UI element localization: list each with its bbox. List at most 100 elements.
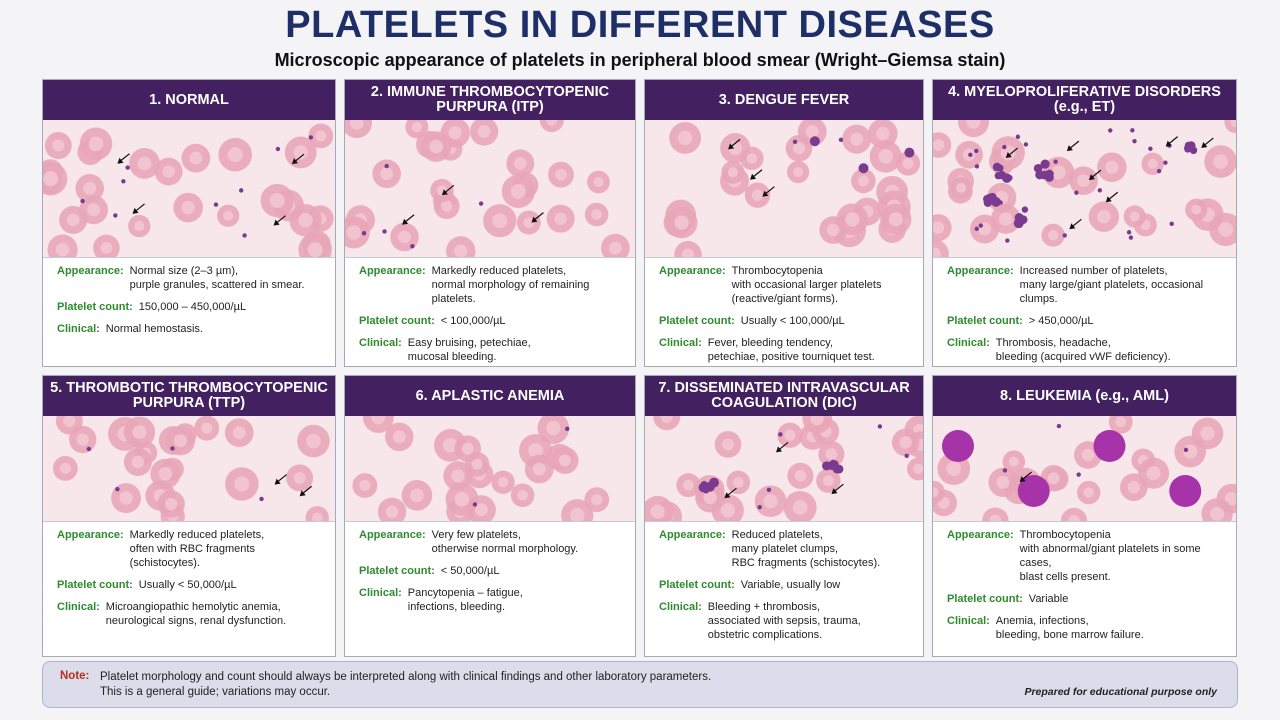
appearance-row: Appearance: Increased number of platelets…	[947, 264, 1228, 306]
rbc-pallor	[1200, 426, 1215, 441]
appearance-row-text: blast cells present.	[1019, 571, 1111, 583]
rbc-pallor	[1096, 209, 1111, 224]
platelet-clump	[983, 194, 992, 204]
appearance-row-text: Markedly reduced platelets,	[129, 529, 265, 541]
platelet-clump	[1045, 169, 1054, 179]
card-info: Appearance: Normal size (2–3 µm), purple g…	[43, 258, 335, 344]
rbc-pallor	[793, 167, 804, 178]
clinical-row: Clinical: Microangiopathic hemolytic anem…	[57, 600, 327, 628]
platelet	[382, 229, 387, 234]
clinical-row-label: Clinical:	[659, 601, 702, 613]
platelet-count-row-value: < 100,000/µL	[440, 315, 506, 327]
pointer-arrow-head	[291, 158, 298, 165]
rbc-pallor	[181, 200, 195, 215]
pointer-arrow-head	[750, 173, 757, 180]
platelet-clump	[996, 164, 1004, 172]
rbc-pallor	[443, 438, 458, 453]
rbc-pallor	[999, 212, 1013, 226]
rbc-pallor	[350, 120, 364, 130]
rbc-pallor	[822, 475, 834, 487]
rbc-pallor	[608, 241, 622, 255]
rbc-pallor	[728, 141, 743, 155]
rbc-pallor	[946, 461, 962, 477]
pointer-arrow-head	[724, 492, 731, 499]
rbc-pallor	[164, 497, 178, 511]
rbc-pallor	[784, 429, 796, 441]
platelet	[1056, 423, 1062, 429]
appearance-row-text: Markedly reduced platelets,	[431, 265, 567, 277]
blood-smear-image	[345, 416, 635, 522]
rbc-pallor	[477, 125, 491, 138]
rbc-pallor	[593, 176, 604, 188]
appearance-row-value: Normal size (2–3 µm), purple granules, sc…	[130, 264, 305, 292]
clinical-row-label: Clinical:	[359, 337, 402, 349]
appearance-row: Appearance: Very few platelets, otherwise …	[359, 528, 627, 556]
card-dengue: 3. DENGUE FEVER Appearance: Thrombocytopen…	[644, 79, 924, 367]
platelet	[80, 198, 85, 204]
rbc-pallor	[454, 244, 468, 257]
platelet-count-row: Platelet count: < 50,000/µL	[359, 564, 627, 578]
note-label: Note:	[60, 670, 90, 682]
appearance-row-value: Very few platelets, otherwise normal morp…	[432, 528, 579, 556]
platelet	[1023, 142, 1029, 147]
rbc-pallor	[311, 512, 323, 521]
platelet	[1108, 128, 1113, 133]
platelet	[238, 188, 244, 193]
platelet-clump	[700, 481, 708, 489]
appearance-row: Appearance: Thrombocytopenia with occasion…	[659, 264, 915, 306]
rbc-pallor	[720, 503, 736, 518]
rbc-pallor	[514, 157, 527, 170]
page-title: PLATELETS IN DIFFERENT DISEASES	[285, 4, 995, 46]
rbc-pallor	[674, 215, 689, 230]
platelet	[478, 201, 484, 206]
appearance-row-text: many large/giant platelets, occasional c…	[1019, 279, 1204, 305]
rbc-pallor	[733, 477, 744, 488]
rbc-pallor	[88, 136, 104, 152]
pointer-arrow-head	[1069, 223, 1076, 230]
rbc-pallor	[933, 487, 939, 498]
appearance-row-text: otherwise normal morphology.	[431, 543, 579, 555]
clinical-row-text: mucosal bleeding.	[407, 351, 497, 363]
platelet-count-row-value: < 50,000/µL	[440, 565, 500, 577]
rbc-pallor	[1129, 211, 1140, 222]
rbc-pallor	[43, 171, 59, 187]
appearance-row: Appearance: Markedly reduced platelets, no…	[359, 264, 627, 306]
rbc-pallor	[100, 241, 113, 254]
rbc-pallor	[162, 165, 175, 178]
card-title: 7. DISSEMINATED INTRAVASCULAR COAGULATIO…	[645, 376, 923, 416]
platelet-count-row-value: Variable, usually low	[740, 579, 841, 591]
rbc-pallor	[346, 225, 361, 240]
card-leukemia: 8. LEUKEMIA (e.g., AML) Appearance: Thromb…	[932, 375, 1237, 657]
rbc-pallor	[554, 212, 567, 225]
rbc-pallor	[532, 462, 546, 476]
rbc-pallor	[933, 139, 945, 151]
platelet	[978, 223, 984, 228]
clinical-row: Clinical: Easy bruising, petechiae, mucosa…	[359, 336, 627, 364]
rbc-pallor	[805, 125, 819, 139]
platelet	[998, 200, 1003, 205]
rbc-pallor	[392, 430, 406, 444]
appearance-row-value: Thrombocytopenia with abnormal/giant plat…	[1020, 528, 1228, 584]
appearance-row-text: RBC fragments (schistocytes).	[731, 557, 881, 569]
platelet	[213, 202, 219, 207]
rbc-pallor	[902, 158, 914, 169]
platelet	[1074, 190, 1079, 195]
appearance-row-label: Appearance:	[947, 529, 1014, 541]
platelet	[974, 226, 979, 232]
appearance-row: Appearance: Reduced platelets, many platel…	[659, 528, 915, 570]
pointer-arrow-head	[273, 219, 280, 226]
platelet	[968, 152, 973, 158]
note-text: Platelet morphology and count should alw…	[100, 670, 711, 700]
appearance-row-value: Reduced platelets, many platelet clumps, R…	[732, 528, 881, 570]
rbc-cell	[539, 120, 564, 133]
platelet	[974, 164, 980, 169]
appearance-row: Appearance: Markedly reduced platelets, of…	[57, 528, 327, 570]
pointer-arrow-head	[402, 218, 409, 225]
rbc-pallor	[371, 416, 386, 425]
rbc-pallor	[119, 491, 133, 505]
clinical-row-label: Clinical:	[947, 337, 990, 349]
rbc-pallor	[876, 126, 890, 141]
rbc-pallor	[1115, 416, 1127, 428]
platelet	[877, 424, 883, 429]
rbc-pallor	[454, 491, 470, 507]
